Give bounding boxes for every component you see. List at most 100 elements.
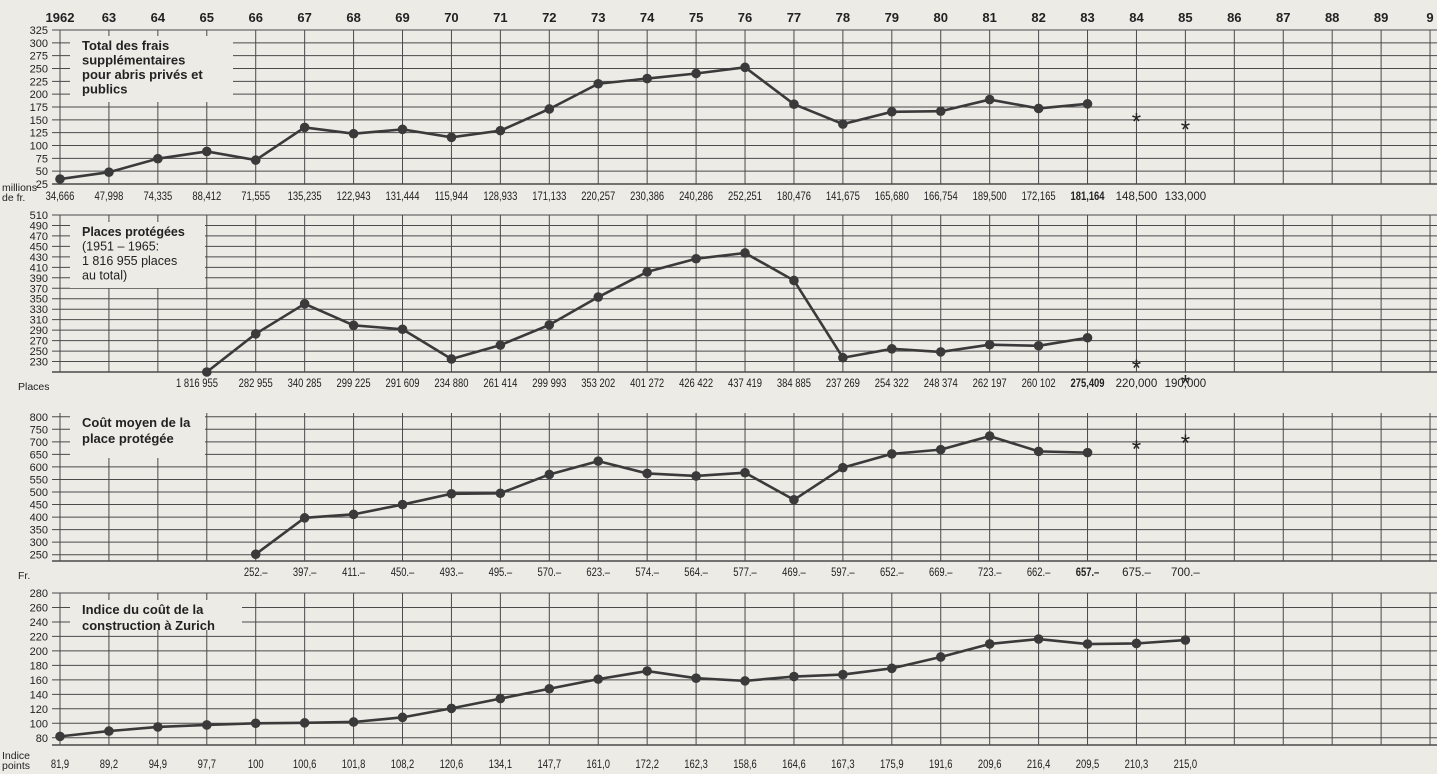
data-point [446,354,457,364]
year-label-9: 9 [1426,10,1433,25]
y-tick-label: 220 [30,631,48,643]
data-point [789,494,799,505]
value-label: 120,6 [440,758,464,771]
y-tick-label: 270 [30,336,48,348]
year-label-87: 87 [1276,10,1290,25]
y-tick-label: 260 [30,602,48,614]
data-point [691,253,701,264]
data-point [1033,634,1044,644]
value-label: 101,8 [342,758,366,771]
y-tick-label: 230 [30,357,48,369]
data-point [55,731,65,742]
y-tick-label: 430 [30,252,48,264]
value-label: 71,555 [241,190,270,203]
y-tick-label: 100 [30,718,48,730]
y-tick-label: 410 [30,262,48,274]
y-tick-label: 600 [30,462,48,474]
year-label-78: 78 [836,10,850,25]
data-point [104,167,114,177]
data-point [397,324,408,335]
y-tick-label: 300 [30,38,48,50]
year-label-76: 76 [738,10,752,25]
data-point [593,292,604,302]
value-label: 209,5 [1076,758,1100,771]
value-label: 570.– [538,566,562,579]
value-label: 147,7 [538,758,562,771]
data-point [544,104,555,114]
value-label: 254 322 [875,377,909,390]
value-label: 340 285 [288,377,322,390]
value-label: 158,6 [733,758,757,771]
data-point [642,267,652,277]
data-point [887,344,897,354]
data-point [935,444,946,455]
value-label: 240,286 [679,190,713,203]
y-tick-label: 80 [36,733,48,745]
value-label: 657.– [1076,566,1100,579]
value-label: 181,164 [1071,190,1105,203]
forecast-marker: * [1181,117,1190,144]
y-tick-label: 400 [30,512,48,524]
data-point [348,128,359,139]
data-point [1131,638,1142,649]
value-label: 577.– [733,566,757,579]
year-label-75: 75 [689,10,703,25]
data-point [691,471,701,481]
unit-label: de fr. [2,192,25,204]
data-point [642,666,652,676]
y-tick-label: 300 [30,537,48,549]
value-label: 100,6 [293,758,317,771]
forecast-marker: * [1132,355,1141,382]
data-point [495,340,506,350]
year-label-79: 79 [885,10,899,25]
value-label: 411.– [342,566,365,579]
data-point [544,683,555,694]
data-point [201,367,212,377]
value-label: 162,3 [684,758,708,771]
value-label: 171,133 [532,190,566,203]
value-label: 210,3 [1125,758,1149,771]
value-label: 215,0 [1174,758,1198,771]
value-label: 252.– [244,566,268,579]
data-point [250,155,261,165]
value-label: 135,235 [288,190,322,203]
value-label: 81,9 [51,758,69,771]
y-tick-label: 140 [30,689,48,701]
value-label: 237 269 [826,377,860,390]
year-label-84: 84 [1129,10,1144,25]
value-label: 161,0 [586,758,610,771]
y-tick-label: 750 [30,424,48,436]
value-label: 74,335 [143,190,172,203]
value-label: 166,754 [924,190,958,203]
data-point [935,652,946,662]
value-label: 131,444 [385,190,419,203]
data-point [544,320,555,330]
unit-label: millions [2,182,37,194]
data-point [887,663,897,674]
title-box [70,413,205,458]
title-box [70,36,233,102]
value-label: 89,2 [100,758,118,771]
value-label: 108,2 [391,758,415,771]
year-label-80: 80 [934,10,948,25]
data-point [984,639,995,649]
y-tick-label: 200 [30,89,48,101]
panel-protected-places: 2302502702903103303503703904104304504704… [18,210,1437,397]
value-label: 597.– [831,566,855,579]
value-label: 100 [248,758,264,771]
value-label: 94,9 [149,758,167,771]
value-label: 220,257 [581,190,615,203]
data-point [691,673,701,683]
value-label: 437 419 [728,377,762,390]
y-tick-label: 450 [30,241,48,253]
year-label-81: 81 [982,10,996,25]
panel-title-line: (1951 – 1965: [82,240,159,254]
value-label: 209,6 [978,758,1002,771]
value-label: 662.– [1027,566,1051,579]
data-point [397,712,408,723]
y-tick-label: 175 [30,102,48,114]
y-tick-label: 250 [30,550,48,562]
